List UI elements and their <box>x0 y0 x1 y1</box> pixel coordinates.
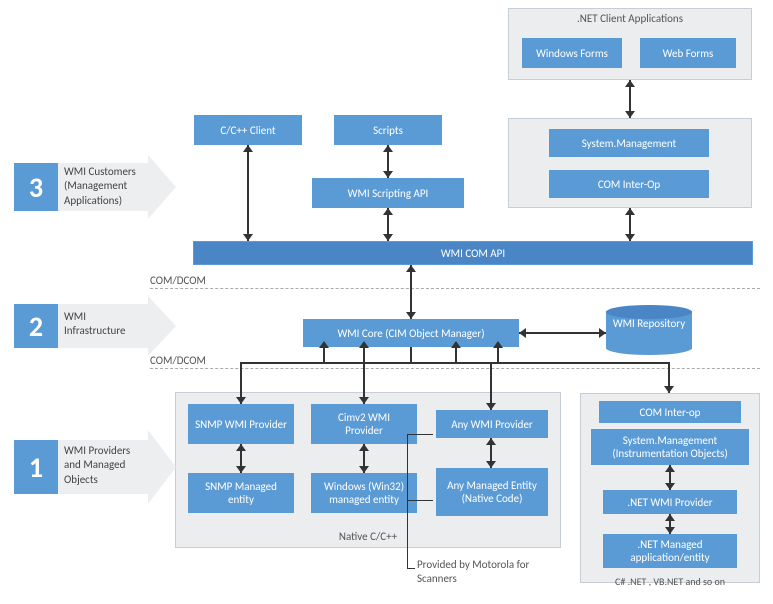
arrow-core-dotnet-up <box>493 341 503 348</box>
arrow-core-repo-right <box>599 328 606 338</box>
arrow-comapi-core-down <box>406 312 416 319</box>
wmi-repository-label: WMI Repository <box>606 317 692 330</box>
layer1-text: WMI Providers and Managed Objects <box>64 444 146 487</box>
arrow-netwmi-netentity-up <box>665 514 675 521</box>
wmi-scripting-box: WMI Scripting API <box>312 178 464 208</box>
arrow-scripts-scriptingapi-down <box>383 171 393 178</box>
arrow-netwmi-netentity-down <box>665 527 675 534</box>
layer3-text: WMI Customers (Management Applications) <box>64 165 146 208</box>
arrow-cimv2-entity-up <box>359 444 369 451</box>
com-dcom-label-a: COM/DCOM <box>150 274 206 287</box>
any-entity-box: Any Managed Entity (Native Code) <box>436 468 548 516</box>
arrow-any-entity-up <box>486 438 496 445</box>
arrow-core-any-up <box>451 341 461 348</box>
arrow-snmp-entity-down <box>236 466 246 473</box>
cimv2-provider-box: Cimv2 WMI Provider <box>311 404 417 444</box>
arrow-core-repo <box>519 332 606 334</box>
arrow-core-snmp-down <box>236 397 246 404</box>
wmi-com-api-box: WMI COM API <box>193 241 753 265</box>
arrow-dotnet-sysmgmt-down <box>625 111 635 118</box>
arrow-scriptingapi-comapi-up <box>383 208 393 215</box>
win32-entity-box: Windows (Win32) managed entity <box>311 473 417 513</box>
arrow-sysmgmt-netwmi-down <box>665 483 675 490</box>
arrow-core-repo-left <box>519 328 526 338</box>
any-provider-box: Any WMI Provider <box>436 410 548 438</box>
motorola-line-v <box>407 434 408 568</box>
dashed-line-a <box>150 288 760 289</box>
wmi-repository-cylinder: WMI Repository <box>606 305 692 355</box>
motorola-line-h1 <box>407 434 433 435</box>
arrow-ccpp-comapi-up <box>243 145 253 152</box>
scripts-box: Scripts <box>334 115 442 145</box>
arrow-dotnet-sysmgmt-up <box>625 80 635 87</box>
com-interop-top-box: COM Inter-Op <box>549 170 709 198</box>
arrow-ccpp-comapi-down <box>243 234 253 241</box>
arrow-core-snmp-up-v <box>323 347 325 364</box>
net-wmi-provider-box: .NET WMI Provider <box>603 490 737 514</box>
layer3-badge: 3 <box>14 163 58 211</box>
arrow-scriptingapi-comapi-down <box>383 234 393 241</box>
arrow-core-dotnet-h <box>412 362 670 364</box>
arrow-core-cimv2-up <box>359 341 369 348</box>
dotnet-client-title: .NET Client Applications <box>508 12 752 25</box>
layer2-text: WMI Infrastructure <box>64 310 146 339</box>
arrow-sysmgmt-netwmi-up <box>665 465 675 472</box>
motorola-line-h2 <box>407 500 433 501</box>
arrow-scripts-scriptingapi-up <box>383 145 393 152</box>
arrow-core-cimv2-down <box>359 397 369 404</box>
ccpp-client-box: C/C++ Client <box>194 115 302 145</box>
system-management-top-box: System.Management <box>549 129 709 157</box>
arrow-snmp-entity-up <box>236 444 246 451</box>
arrow-comapi-core <box>410 265 412 319</box>
layer3-arrow-head <box>148 155 176 219</box>
motorola-line-h3 <box>407 568 415 569</box>
snmp-entity-box: SNMP Managed entity <box>188 473 294 513</box>
arrow-ccpp-comapi <box>247 145 249 241</box>
snmp-provider-box: SNMP WMI Provider <box>188 404 294 444</box>
layer1-badge: 1 <box>14 440 58 494</box>
layer2-badge: 2 <box>14 304 58 348</box>
wmi-core-box: WMI Core (CIM Object Manager) <box>303 319 519 347</box>
arrow-core-any-down <box>486 403 496 410</box>
arrow-core-dotnet-up-v <box>497 347 499 364</box>
arrow-comapi-core-up <box>406 265 416 272</box>
arrow-core-dotnet-down <box>664 386 674 393</box>
arrow-core-cimv2-v <box>363 347 365 404</box>
web-forms-box: Web Forms <box>640 38 736 68</box>
csharp-label: C# .NET , VB.NET and so on <box>580 575 760 588</box>
com-interop-bottom-box: COM Inter-op <box>599 401 741 423</box>
layer2-arrow-head <box>148 296 176 356</box>
layer1-arrow-head <box>148 430 176 504</box>
arrow-syscom-wmicom-down <box>625 234 635 241</box>
system-management-bottom-box: System.Management (Instrumentation Objec… <box>591 429 749 465</box>
arrow-any-entity-down <box>486 461 496 468</box>
arrow-cimv2-entity-down <box>359 466 369 473</box>
native-ccpp-label: Native C/C++ <box>175 530 561 543</box>
net-managed-entity-box: .NET Managed application/entity <box>603 534 737 568</box>
arrow-core-snmp-h <box>240 362 412 364</box>
motorola-label: Provided by Motorola for Scanners <box>417 558 557 587</box>
arrow-syscom-wmicom-up <box>625 208 635 215</box>
arrow-core-down-stub <box>410 347 412 362</box>
windows-forms-box: Windows Forms <box>522 38 622 68</box>
